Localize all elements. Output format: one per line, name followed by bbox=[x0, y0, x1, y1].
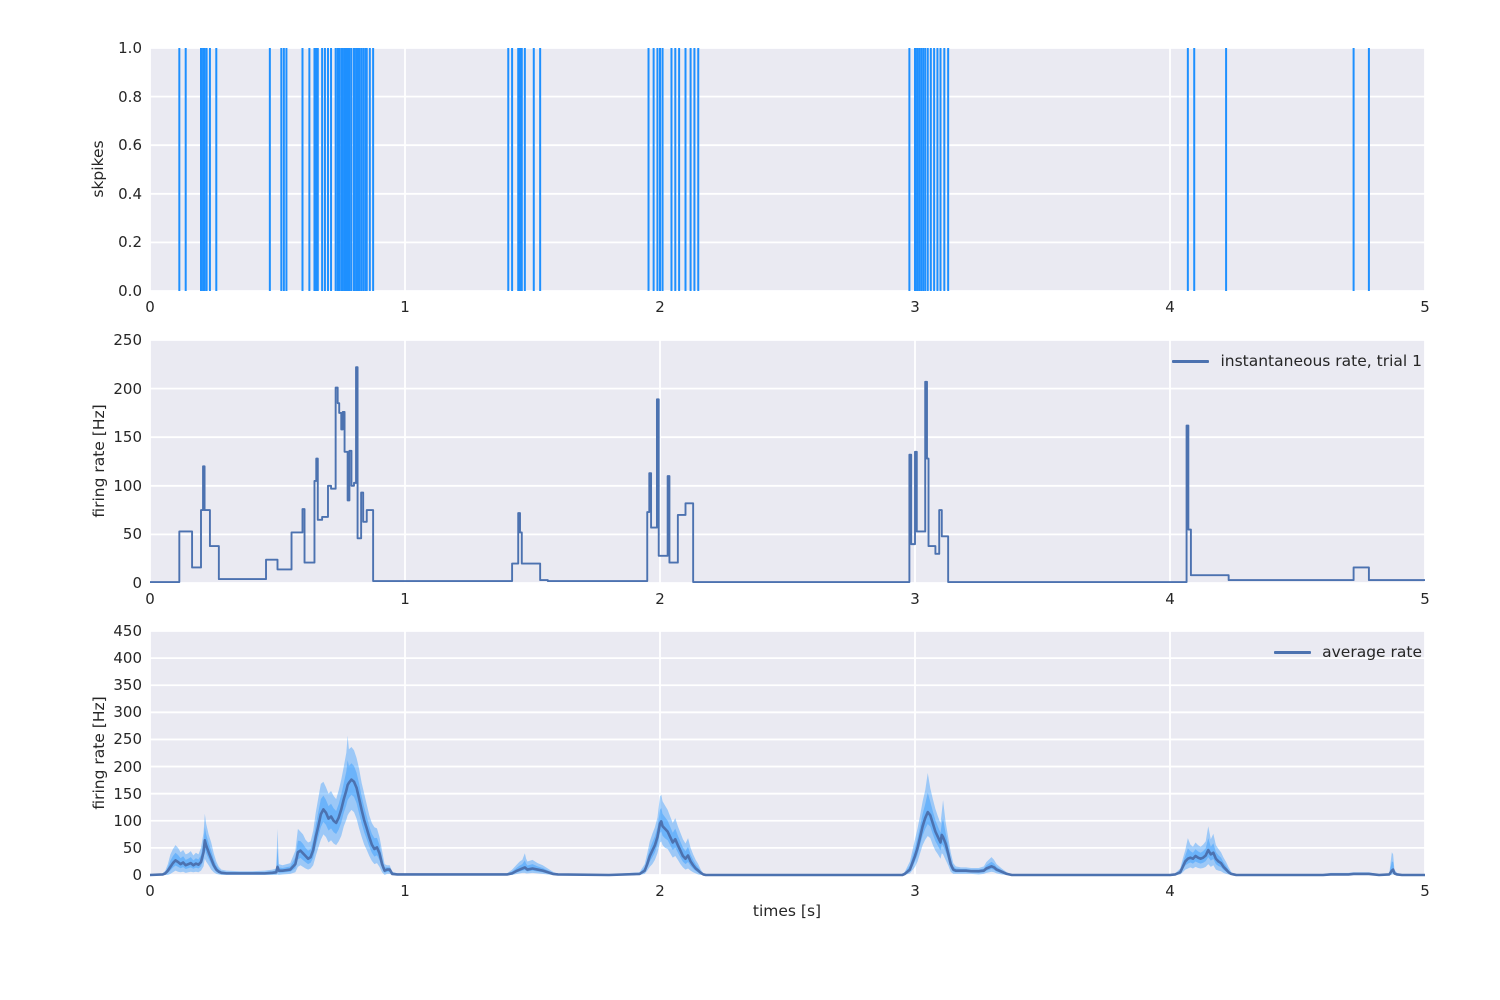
y-tick-label: 0.2 bbox=[118, 233, 142, 252]
x-tick-label: 1 bbox=[400, 882, 410, 900]
x-tick-label: 0 bbox=[145, 590, 155, 608]
y-tick-label: 400 bbox=[113, 649, 142, 668]
y-tick-label: 0.4 bbox=[118, 184, 142, 203]
x-tick-label: 5 bbox=[1420, 298, 1430, 316]
y-tick-label: 300 bbox=[113, 703, 142, 722]
y-tick-label: 150 bbox=[113, 428, 142, 447]
x-tick-label: 2 bbox=[655, 590, 665, 608]
y-tick-label: 250 bbox=[113, 331, 142, 349]
y-tick-label: 450 bbox=[113, 622, 142, 640]
y-tick-label: 1.0 bbox=[118, 39, 142, 57]
y-tick-label: 150 bbox=[113, 784, 142, 803]
x-tick-label: 0 bbox=[145, 882, 155, 900]
legend-label: average rate bbox=[1322, 643, 1422, 661]
y-tick-label: 50 bbox=[122, 838, 142, 857]
std-band-inner bbox=[150, 760, 1425, 875]
x-tick-label: 5 bbox=[1420, 882, 1430, 900]
y-tick-label: 250 bbox=[113, 730, 142, 749]
y-tick-label: 50 bbox=[122, 525, 142, 544]
legend-line-sample bbox=[1274, 650, 1312, 654]
x-tick-label: 2 bbox=[655, 298, 665, 316]
x-tick-label: 3 bbox=[910, 298, 920, 316]
x-tick-label: 2 bbox=[655, 882, 665, 900]
instantaneous-rate-line bbox=[150, 366, 1425, 583]
panel3-background bbox=[150, 631, 1425, 875]
legend-line-sample bbox=[1172, 359, 1210, 363]
legend-average-rate: average rate bbox=[1274, 643, 1422, 661]
std-band bbox=[150, 735, 1425, 875]
x-tick-label: 5 bbox=[1420, 590, 1430, 608]
y-tick-label: 100 bbox=[113, 811, 142, 830]
x-tick-label: 4 bbox=[1165, 882, 1175, 900]
y-tick-label: 200 bbox=[113, 379, 142, 398]
y-tick-label: 350 bbox=[113, 676, 142, 695]
y-tick-label: 0 bbox=[132, 574, 142, 592]
x-tick-label: 4 bbox=[1165, 590, 1175, 608]
y-tick-label: 100 bbox=[113, 476, 142, 495]
x-tick-label: 3 bbox=[910, 882, 920, 900]
y-tick-label: 0.8 bbox=[118, 87, 142, 106]
average-rate-line bbox=[149, 778, 1425, 877]
x-tick-label: 3 bbox=[910, 590, 920, 608]
x-axis-label: times [s] bbox=[752, 902, 822, 920]
x-tick-label: 1 bbox=[400, 590, 410, 608]
legend-label: instantaneous rate, trial 1 bbox=[1220, 352, 1422, 370]
y-tick-label: 0.6 bbox=[118, 136, 142, 155]
y-tick-label: 200 bbox=[113, 757, 142, 776]
panel2-background bbox=[150, 340, 1425, 583]
x-tick-label: 1 bbox=[400, 298, 410, 316]
x-tick-label: 0 bbox=[145, 298, 155, 316]
y-tick-label: 0 bbox=[132, 866, 142, 884]
y-tick-label: 0.0 bbox=[118, 282, 142, 300]
legend-instantaneous-rate: instantaneous rate, trial 1 bbox=[1172, 352, 1422, 370]
x-tick-label: 4 bbox=[1165, 298, 1175, 316]
